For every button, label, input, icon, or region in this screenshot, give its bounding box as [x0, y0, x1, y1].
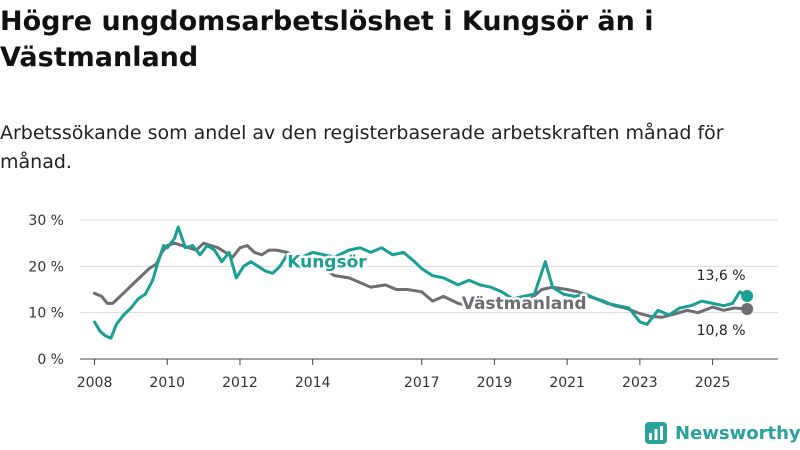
x-tick-label: 2017 [404, 375, 440, 391]
grid-layer [80, 219, 778, 360]
x-tick-label: 2010 [149, 375, 185, 391]
x-tick-label: 2008 [77, 375, 113, 391]
y-tick-label: 10 % [28, 306, 64, 322]
end-point-vastmanland [741, 302, 754, 315]
x-tick-label: 2014 [295, 375, 331, 391]
end-point-kungsor [741, 289, 754, 302]
end-value-label-vastmanland: 10,8 % [697, 323, 746, 339]
series-line-kungsor [93, 225, 749, 340]
newsworthy-logo: Newsworthy [645, 421, 800, 445]
line-chart: 0 % 10 % 20 % 30 % 2008 2010 2012 2014 2017 2019… [28, 213, 778, 391]
chart-subtitle: Arbetssökande som andel av den registerb… [0, 122, 724, 173]
label-layer: Kungsör Västmanland 13,6 % 10,8 % [285, 250, 746, 339]
newsworthy-icon [645, 422, 667, 444]
x-tick-label: 2023 [622, 375, 658, 391]
y-tick-label: 20 % [28, 259, 64, 275]
x-tick-label: 2025 [695, 375, 731, 391]
brand-name: Newsworthy [675, 422, 800, 444]
series-label-vastmanland: Västmanland [462, 294, 587, 314]
series-label-kungsor: Kungsör [287, 252, 367, 272]
end-value-label-kungsor: 13,6 % [697, 268, 746, 284]
y-axis: 0 % 10 % 20 % 30 % [28, 213, 64, 368]
series-line-vastmanland [93, 241, 749, 319]
x-axis: 2008 2010 2012 2014 2017 2019 2021 2023 2025 [77, 358, 778, 391]
x-tick-label: 2012 [222, 375, 258, 391]
y-tick-label: 30 % [28, 213, 64, 229]
y-tick-label: 0 % [37, 352, 64, 368]
series-layer [93, 225, 754, 340]
chart-title: Högre ungdomsarbetslöshet i Kungsör än i… [0, 6, 654, 73]
x-tick-label: 2019 [477, 375, 513, 391]
x-tick-label: 2021 [549, 375, 585, 391]
